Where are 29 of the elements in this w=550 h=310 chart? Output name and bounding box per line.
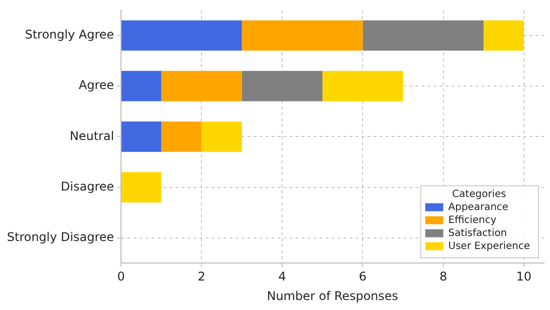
x-tick-label: 2 <box>198 270 206 284</box>
x-tick-label: 6 <box>358 270 367 284</box>
x-tick-label: 4 <box>278 270 286 284</box>
bar <box>161 122 202 152</box>
legend-label: Appearance <box>448 202 508 213</box>
bar <box>122 20 242 51</box>
bar <box>242 20 363 51</box>
x-tick-label: 0 <box>117 270 125 284</box>
x-axis-title: Number of Responses <box>266 288 398 303</box>
bar <box>122 172 162 202</box>
bar <box>484 20 524 51</box>
y-tick-label: Strongly Agree <box>24 28 114 42</box>
y-tick-label: Disagree <box>60 179 114 194</box>
bar <box>322 70 404 102</box>
y-tick-label: Neutral <box>70 128 114 143</box>
bar <box>122 122 162 152</box>
bar <box>122 70 162 102</box>
bar <box>161 70 242 102</box>
y-tick-label: Agree <box>78 78 114 92</box>
legend-title: Categories <box>452 188 506 200</box>
y-tick-label: Strongly Disagree <box>6 230 114 244</box>
x-tick-label: 8 <box>439 270 448 284</box>
bar <box>202 122 242 152</box>
bar <box>362 20 484 51</box>
legend-label: Satisfaction <box>448 228 507 239</box>
x-tick-label: 10 <box>516 270 532 284</box>
legend-label: Efficiency <box>448 214 497 226</box>
legend-label: User Experience <box>448 240 530 252</box>
bar <box>242 70 322 102</box>
